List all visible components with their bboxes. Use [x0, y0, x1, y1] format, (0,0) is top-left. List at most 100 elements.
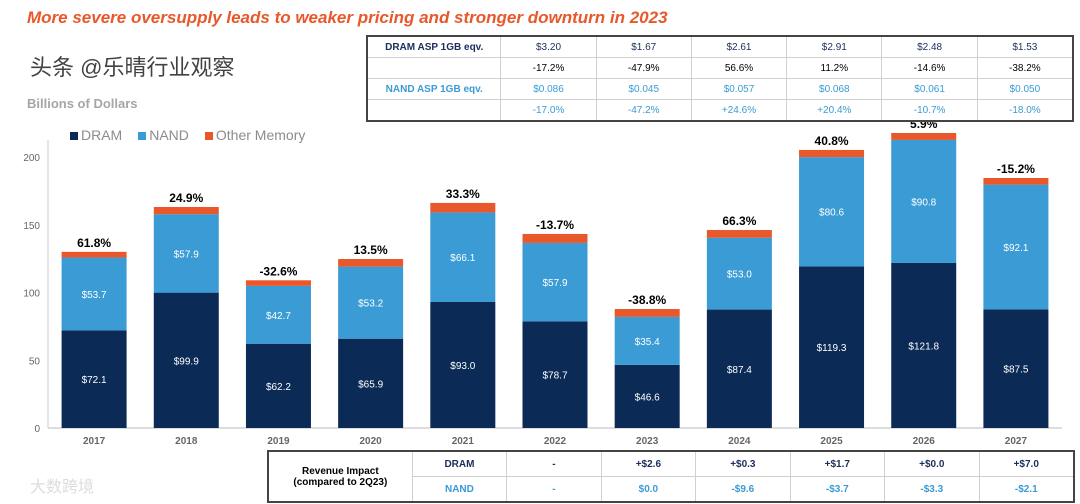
table-cell: -10.7%: [881, 99, 978, 122]
table-cell: $3.20: [500, 35, 597, 58]
impact-cell: -: [506, 476, 602, 503]
x-tick-label: 2021: [452, 436, 475, 447]
bar-data-label: $53.7: [82, 290, 107, 301]
bar-other-memory: [614, 309, 680, 317]
bar-dram: [891, 262, 957, 428]
bar-data-label: $90.8: [911, 197, 936, 208]
y-tick-label: 100: [23, 289, 40, 300]
bar-nand: [430, 212, 496, 302]
table-cell: -47.9%: [595, 57, 692, 79]
bar-nand: [799, 157, 865, 267]
y-tick-label: 200: [23, 153, 40, 164]
bar-other-memory: [799, 149, 865, 158]
impact-label: Revenue Impact (compared to 2Q23): [267, 450, 413, 503]
x-tick-label: 2017: [83, 436, 106, 447]
bar-other-memory: [522, 233, 588, 243]
row-label: NAND ASP 1GB eqv.: [366, 78, 502, 100]
bar-data-label: $53.0: [727, 270, 752, 281]
x-tick-label: 2027: [1005, 436, 1028, 447]
bar-data-label: $57.9: [174, 249, 199, 260]
table-cell: $2.61: [690, 35, 788, 58]
legend-dram: DRAM: [70, 127, 122, 143]
bar-nand: [245, 285, 311, 344]
x-tick-label: 2019: [267, 436, 290, 447]
bar-data-label: $121.8: [908, 341, 939, 352]
impact-cell: -$2.1: [978, 476, 1075, 503]
table-cell: -38.2%: [976, 57, 1074, 79]
bar-dram: [153, 292, 219, 428]
bar-other-memory: [706, 230, 772, 238]
bar-data-label: $93.0: [450, 361, 475, 372]
bar-data-label: $62.2: [266, 382, 291, 393]
bar-dram: [338, 338, 404, 428]
bar-nand: [153, 214, 219, 293]
growth-label: -15.2%: [997, 162, 1035, 176]
table-cell: $0.045: [595, 78, 692, 100]
bar-data-label: $78.7: [542, 371, 567, 382]
y-axis-label: Billions of Dollars: [27, 96, 138, 111]
table-cell: -18.0%: [976, 99, 1074, 122]
bar-data-label: $65.9: [358, 379, 383, 390]
watermark-logo: 大数跨境: [30, 479, 95, 496]
bar-data-label: $42.7: [266, 311, 291, 322]
table-row: -17.0% -47.2% +24.6% +20.4% -10.7% -18.0%: [366, 99, 1074, 122]
bar-data-label: $92.1: [1003, 243, 1028, 254]
x-tick-label: 2022: [544, 436, 567, 447]
y-tick-label: 0: [34, 424, 40, 435]
impact-cell: -$3.7: [789, 476, 886, 503]
growth-label: -38.8%: [628, 293, 666, 307]
table-cell: $1.67: [595, 35, 692, 58]
x-tick-label: 2024: [728, 436, 751, 447]
bar-dram: [706, 309, 772, 428]
table-cell: $0.061: [881, 78, 978, 100]
bar-other-memory: [430, 202, 496, 213]
impact-cell: -$3.3: [884, 476, 980, 503]
impact-category: NAND: [411, 476, 508, 503]
table-cell: +20.4%: [786, 99, 883, 122]
growth-label: 24.9%: [169, 191, 203, 205]
bar-data-label: $99.9: [174, 356, 199, 367]
bar-nand: [338, 266, 404, 339]
growth-label: -13.7%: [536, 218, 574, 232]
impact-cell: +$0.0: [884, 450, 980, 477]
x-tick-label: 2025: [820, 436, 843, 447]
bar-data-label: $80.6: [819, 208, 844, 219]
row-label: DRAM ASP 1GB eqv.: [366, 35, 502, 58]
table-cell: 56.6%: [690, 57, 788, 79]
table-cell: $0.068: [786, 78, 883, 100]
bar-data-label: $66.1: [450, 253, 475, 264]
growth-label: 40.8%: [815, 134, 849, 148]
table-cell: -14.6%: [881, 57, 978, 79]
bar-data-label: $53.2: [358, 299, 383, 310]
y-tick-label: 150: [23, 221, 40, 232]
bar-nand: [522, 242, 588, 322]
bar-data-label: $57.9: [542, 278, 567, 289]
bar-other-memory: [245, 280, 311, 286]
bar-data-label: $35.4: [635, 337, 660, 348]
bar-dram: [983, 309, 1049, 428]
impact-cell: $0.0: [600, 476, 697, 503]
bar-data-label: $46.6: [635, 392, 660, 403]
table-cell: $0.050: [976, 78, 1074, 100]
bar-other-memory: [338, 259, 404, 267]
bar-dram: [430, 301, 496, 428]
bar-other-memory: [891, 133, 957, 140]
watermark: 头条 @乐晴行业观察: [30, 55, 235, 80]
bar-dram: [245, 343, 311, 428]
bar-dram: [799, 266, 865, 428]
bar-dram: [614, 364, 680, 428]
y-tick-label: 50: [29, 356, 41, 367]
growth-label: 33.3%: [446, 187, 480, 201]
bar-dram: [61, 330, 127, 428]
bar-nand: [61, 257, 127, 331]
table-row: NAND ASP 1GB eqv. $0.086 $0.045 $0.057 $0.06…: [366, 78, 1074, 100]
table-row: Revenue Impact (compared to 2Q23) DRAM - …: [267, 450, 1075, 503]
x-tick-label: 2020: [360, 436, 383, 447]
bar-data-label: $119.3: [817, 343, 847, 354]
row-label: [366, 57, 502, 79]
table-row: NAND - $0.0 -$9.6 -$3.7 -$3.3 -$2.1: [268, 476, 1075, 503]
table-row: DRAM ASP 1GB eqv. $3.20 $1.67 $2.61 $2.91 $2.…: [366, 35, 1074, 58]
impact-cell: -: [506, 450, 602, 477]
impact-cell: +$1.7: [789, 450, 886, 477]
x-tick-label: 2018: [175, 436, 198, 447]
